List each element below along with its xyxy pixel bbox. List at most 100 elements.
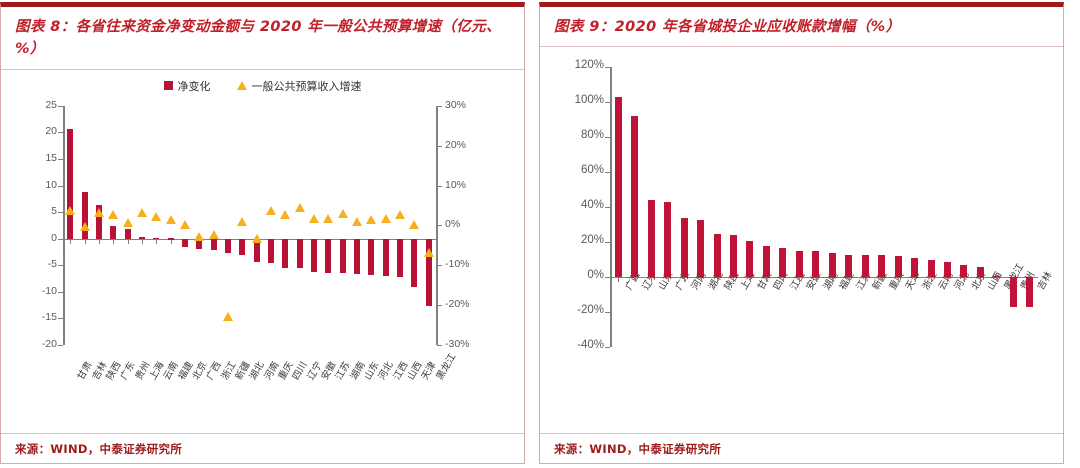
x-tick xyxy=(931,278,932,283)
figure-9-plot: 120% 100% 80% 60% 40% 20% 0% -20% -40% 广西 辽宁 山东 广东 河南… xyxy=(540,47,1063,377)
y-tick xyxy=(605,102,610,104)
bar-receivables-growth xyxy=(713,233,721,278)
marker-budget-growth xyxy=(251,233,262,243)
y-tick-left xyxy=(58,105,63,107)
y-axis xyxy=(610,67,612,348)
legend-item-budget-growth: 一般公共预算收入增速 xyxy=(236,78,362,94)
marker-budget-growth xyxy=(323,213,334,223)
x-tick-label: 黑龙江 xyxy=(434,351,459,382)
x-tick xyxy=(963,278,965,283)
bar-receivables-growth xyxy=(795,251,803,278)
y-tick-label-right: 0% xyxy=(445,218,461,231)
x-tick xyxy=(651,278,653,283)
y-axis-left xyxy=(63,105,65,345)
bar-receivables-growth xyxy=(680,217,688,278)
marker-budget-growth xyxy=(266,206,277,216)
x-tick xyxy=(947,278,949,283)
bar-net-change xyxy=(282,238,289,268)
y-tick xyxy=(605,312,610,314)
marker-budget-growth xyxy=(79,222,90,232)
bar-receivables-growth xyxy=(976,266,984,278)
bar-net-change xyxy=(210,238,217,251)
bar-net-change xyxy=(67,129,74,239)
x-tick xyxy=(84,239,86,244)
bar-net-change xyxy=(224,238,231,253)
y-tick xyxy=(605,277,610,279)
bar-receivables-growth xyxy=(878,254,886,278)
y-tick-left xyxy=(58,212,63,214)
x-tick xyxy=(618,278,620,283)
figure-8-legend: 净变化 一般公共预算收入增速 xyxy=(1,78,524,94)
marker-budget-growth xyxy=(194,232,205,242)
marker-budget-growth xyxy=(208,230,219,240)
x-tick xyxy=(766,278,768,283)
bar-net-change xyxy=(167,238,174,240)
bar-receivables-growth xyxy=(911,258,919,278)
marker-budget-growth xyxy=(65,206,76,216)
y-tick xyxy=(605,347,610,349)
y-tick-label-right: 20% xyxy=(445,138,467,151)
x-tick xyxy=(700,278,702,283)
bar-receivables-growth xyxy=(631,116,639,278)
y-tick-left xyxy=(58,159,63,161)
y-tick-label-right: -20% xyxy=(445,298,470,311)
y-tick-label: 80% xyxy=(580,129,604,142)
x-tick xyxy=(799,278,801,283)
bar-receivables-growth xyxy=(697,219,705,278)
figure-9-chart-area: 120% 100% 80% 60% 40% 20% 0% -20% -40% 广西 辽宁 山东 广东 河南… xyxy=(540,47,1063,377)
figure-9-panel: 图表 9：2020 年各省城投企业应收账款增幅（%） 120% 100% 80% 60… xyxy=(539,2,1064,464)
y-tick-label: 100% xyxy=(574,94,604,107)
y-tick-label: -40% xyxy=(577,339,604,352)
x-tick-label: 吉林 xyxy=(1035,270,1055,293)
x-tick xyxy=(717,278,718,283)
bar-receivables-growth xyxy=(943,261,951,278)
legend-item-net-change: 净变化 xyxy=(163,78,211,94)
x-tick xyxy=(127,239,129,244)
x-tick xyxy=(832,278,834,283)
marker-budget-growth xyxy=(294,202,305,212)
marker-budget-growth xyxy=(280,210,291,220)
y-tick-label-left: 15 xyxy=(45,152,57,165)
marker-budget-growth xyxy=(395,210,406,220)
bar-net-change xyxy=(110,225,117,239)
x-tick xyxy=(667,278,669,283)
x-tick xyxy=(156,239,158,244)
marker-budget-growth xyxy=(222,312,233,322)
y-tick-label-left: 10 xyxy=(45,178,57,191)
bar-net-change xyxy=(124,228,131,239)
x-tick xyxy=(170,239,172,244)
y-tick-right xyxy=(437,145,442,147)
y-tick-label-left: -10 xyxy=(41,284,57,297)
x-tick xyxy=(749,278,751,283)
bar-receivables-growth xyxy=(664,202,672,278)
bar-receivables-growth xyxy=(1026,277,1034,308)
x-tick xyxy=(848,278,850,283)
x-tick xyxy=(881,278,883,283)
y-tick-left xyxy=(58,185,63,187)
y-tick-label: 40% xyxy=(580,199,604,212)
figure-8-plot: 25 20 15 10 5 0 -5 -10 -15 -20 30% 20% 10% 0% -10% -20%… xyxy=(1,70,524,400)
marker-budget-growth xyxy=(352,216,363,226)
triangle-marker-icon xyxy=(236,81,247,91)
marker-budget-growth xyxy=(237,217,248,227)
marker-budget-growth xyxy=(309,214,320,224)
y-tick xyxy=(605,137,610,139)
marker-budget-growth xyxy=(409,220,420,230)
figure-8-panel: 图表 8：各省往来资金净变动金额与 2020 年一般公共预算增速（亿元、%） 净… xyxy=(0,2,525,464)
bar-receivables-growth xyxy=(828,252,836,278)
bar-net-change xyxy=(153,237,160,240)
y-axis-right xyxy=(436,105,438,345)
bar-net-change xyxy=(339,238,346,274)
bar-net-change xyxy=(138,236,145,239)
zero-line xyxy=(610,277,1038,279)
bar-net-change xyxy=(397,238,404,278)
y-tick-left xyxy=(58,344,63,346)
marker-budget-growth xyxy=(108,209,119,219)
bar-receivables-growth xyxy=(1009,277,1017,308)
x-tick xyxy=(782,278,784,283)
bar-net-change xyxy=(81,191,88,239)
x-tick xyxy=(634,278,636,283)
figure-8-chart-area: 净变化 一般公共预算收入增速 25 20 15 10 5 0 -5 -10 -15 -20 30% 2… xyxy=(1,70,524,400)
marker-budget-growth xyxy=(136,207,147,217)
